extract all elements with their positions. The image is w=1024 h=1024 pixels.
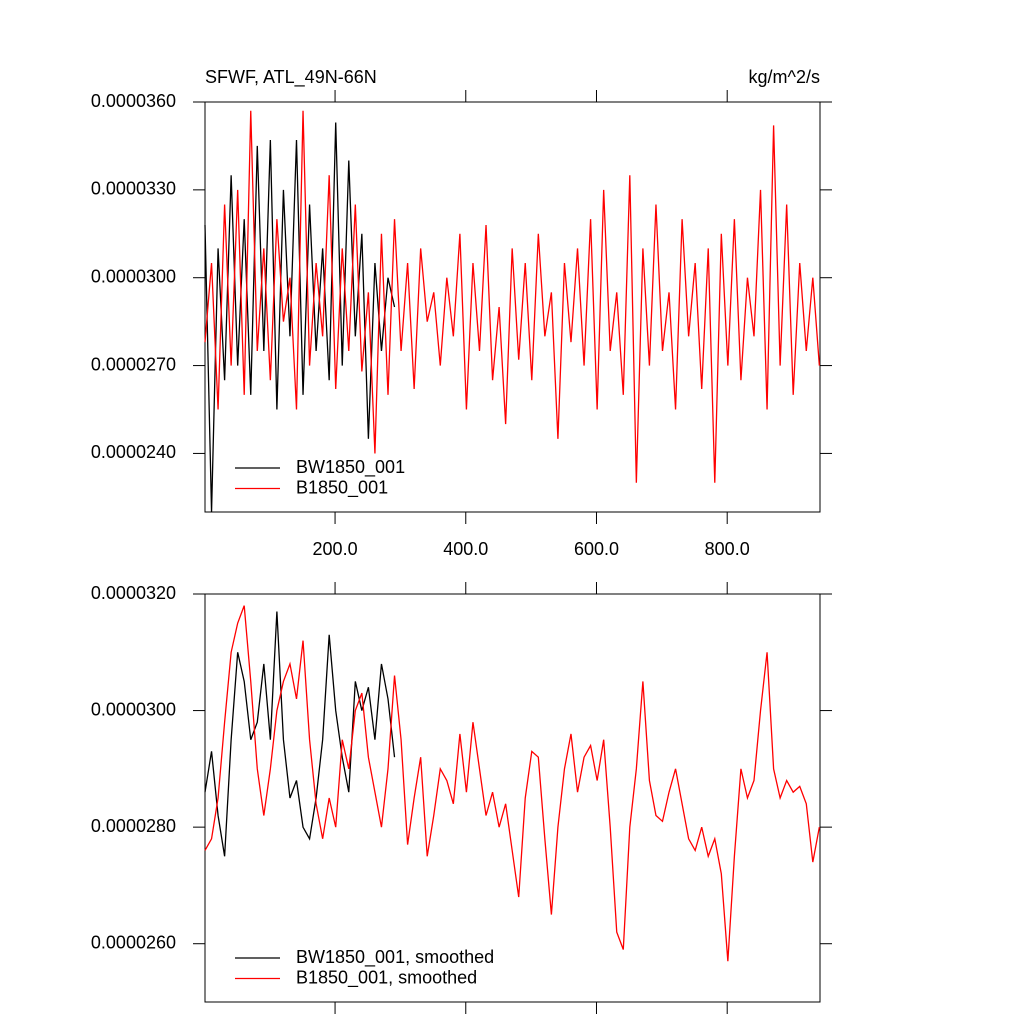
y-tick-label: 0.0000300: [91, 699, 176, 719]
legend-label: B1850_001, smoothed: [296, 967, 477, 988]
units-label: kg/m^2/s: [749, 67, 820, 87]
legend-label: B1850_001: [296, 477, 388, 498]
legend-label: BW1850_001, smoothed: [296, 947, 494, 968]
y-tick-label: 0.0000270: [91, 354, 176, 374]
x-tick-label: 200.0: [313, 539, 358, 559]
plot-frame: [204, 593, 821, 1003]
x-tick-label: 400.0: [443, 539, 488, 559]
data-line: [204, 110, 820, 483]
y-tick-label: 0.0000320: [91, 583, 176, 603]
y-tick-label: 0.0000360: [91, 91, 176, 111]
chart-title: SFWF, ATL_49N-66N: [205, 67, 377, 88]
y-tick-label: 0.0000280: [91, 816, 176, 836]
y-tick-label: 0.0000260: [91, 932, 176, 952]
y-tick-label: 0.0000240: [91, 442, 176, 462]
y-tick-label: 0.0000300: [91, 266, 176, 286]
plot-frame: [204, 101, 821, 513]
y-tick-label: 0.0000330: [91, 179, 176, 199]
x-tick-label: 800.0: [705, 539, 750, 559]
x-tick-label: 600.0: [574, 539, 619, 559]
data-line: [204, 605, 820, 962]
legend-label: BW1850_001: [296, 457, 405, 478]
